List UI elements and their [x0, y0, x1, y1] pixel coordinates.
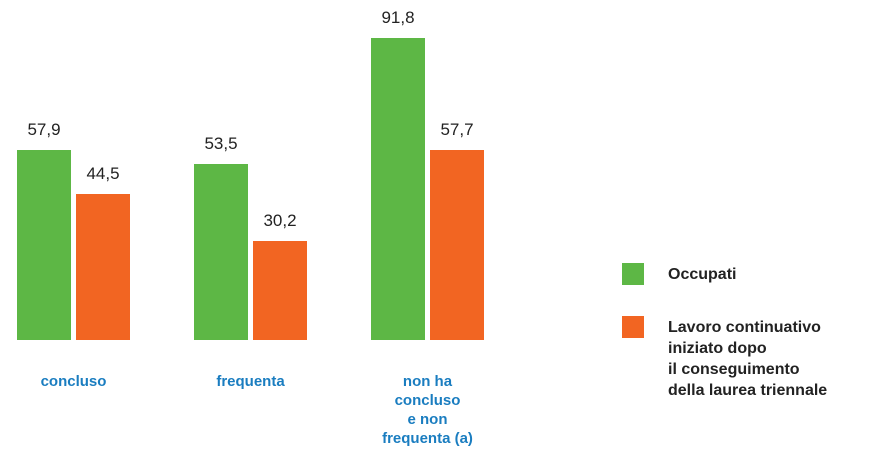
legend-swatch: [622, 263, 644, 285]
bar: [371, 38, 425, 340]
bar: [253, 240, 307, 340]
legend-swatch: [622, 316, 644, 338]
legend-label: Lavoro continuativo iniziato dopo il con…: [668, 319, 828, 399]
value-label: 44,5: [86, 163, 120, 183]
category-label: concluso: [40, 373, 107, 390]
legend-label: Occupati: [668, 266, 737, 283]
bar: [17, 149, 71, 340]
value-label: 57,9: [27, 119, 61, 139]
bar: [194, 163, 248, 340]
bar: [430, 150, 484, 340]
category-label: frequenta: [216, 373, 285, 390]
value-label: 57,7: [440, 120, 474, 140]
bar: [76, 193, 130, 340]
value-label: 30,2: [263, 210, 297, 230]
value-label: 91,8: [381, 8, 415, 27]
value-label: 53,5: [204, 133, 238, 153]
category-label: non ha concluso e non frequenta (a): [382, 373, 473, 447]
